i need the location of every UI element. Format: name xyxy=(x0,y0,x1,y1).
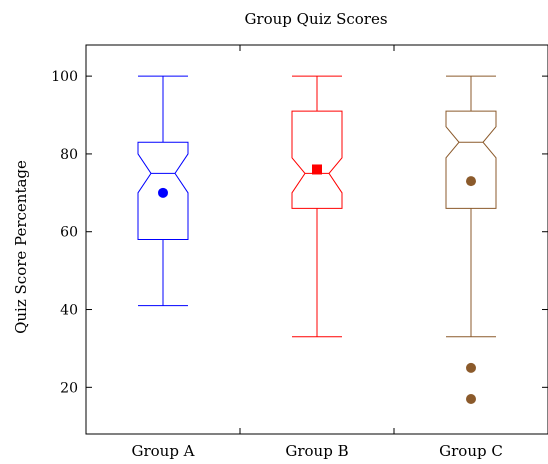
y-tick-label: 100 xyxy=(51,69,78,85)
x-category-label: Group C xyxy=(439,442,503,460)
box-group-c xyxy=(445,75,497,404)
notched-box xyxy=(291,110,343,209)
x-axis-ticks: Group A Group B Group C xyxy=(131,45,503,460)
y-tick-label: 60 xyxy=(60,225,78,241)
outlier-point xyxy=(466,362,476,373)
mean-marker xyxy=(466,176,476,187)
y-tick-label: 20 xyxy=(60,380,78,396)
box-series xyxy=(137,75,497,404)
notched-box xyxy=(445,110,497,209)
y-tick-label: 40 xyxy=(60,303,78,319)
outlier-point xyxy=(466,393,476,404)
box-group-a xyxy=(137,75,189,307)
x-category-label: Group B xyxy=(285,442,348,460)
y-axis-ticks: 20 40 60 80 100 xyxy=(51,69,548,396)
mean-marker xyxy=(312,164,322,175)
mean-marker xyxy=(158,187,168,198)
chart-title: Group Quiz Scores xyxy=(244,10,387,28)
box-group-b xyxy=(291,75,343,338)
y-tick-label: 80 xyxy=(60,147,78,163)
plot-frame xyxy=(85,44,548,435)
y-axis-label: Quiz Score Percentage xyxy=(12,160,30,334)
x-category-label: Group A xyxy=(131,442,194,460)
